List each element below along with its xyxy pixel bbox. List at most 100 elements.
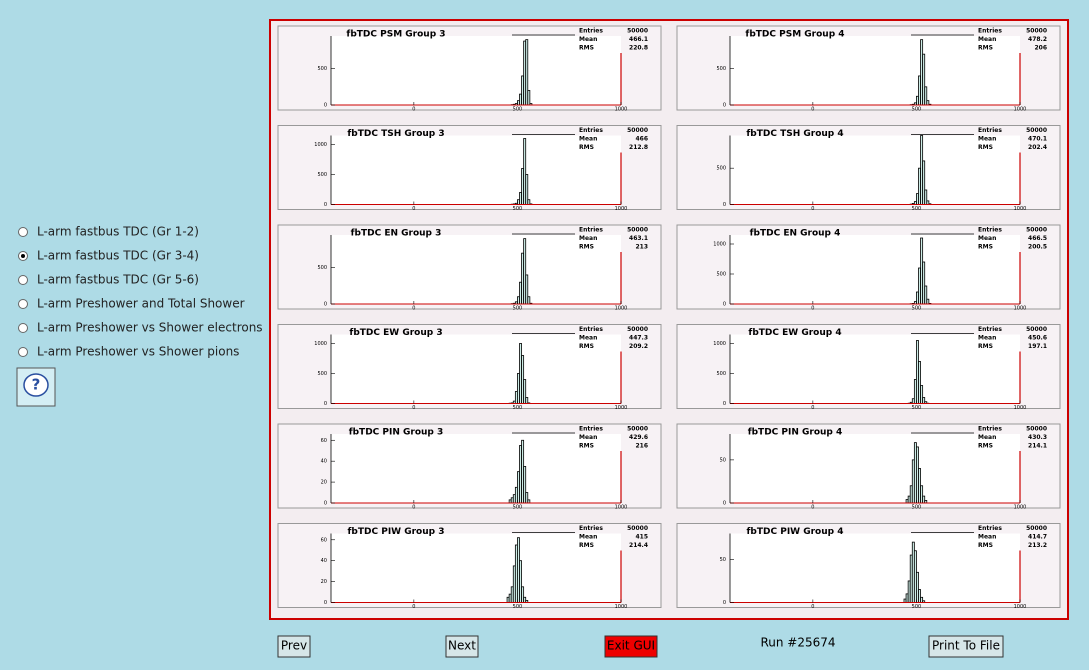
- stats-value: 220.8: [629, 45, 648, 52]
- radio-option[interactable]: L-arm fastbus TDC (Gr 5-6): [18, 273, 199, 287]
- x-tick-label: 1000: [1014, 306, 1027, 312]
- plot-area: [730, 434, 1020, 503]
- radio[interactable]: [18, 275, 28, 285]
- radio[interactable]: [18, 347, 28, 357]
- radio-option[interactable]: L-arm fastbus TDC (Gr 3-4): [18, 249, 199, 263]
- x-tick-label: 500: [912, 505, 922, 511]
- stats-value: 450.6: [1028, 335, 1047, 342]
- histogram-panel: 0 500 1000 0 500 fbTDC TSH Group 4 Entries 5000…: [676, 125, 1061, 212]
- y-tick-label: 0: [324, 202, 327, 208]
- x-tick-label: 500: [912, 604, 922, 610]
- stats-label: RMS: [579, 244, 594, 251]
- stats-label: Entries: [579, 227, 603, 234]
- option-label: L-arm fastbus TDC (Gr 3-4): [37, 249, 199, 263]
- button-frame[interactable]: [445, 635, 479, 658]
- button-frame[interactable]: [604, 635, 658, 658]
- radio-option[interactable]: L-arm Preshower vs Shower electrons: [18, 321, 263, 335]
- x-tick-label: 500: [912, 206, 922, 212]
- stats-value: 212.8: [629, 144, 648, 151]
- radio[interactable]: [18, 227, 28, 237]
- y-tick-label: 0: [723, 501, 726, 507]
- radio[interactable]: [18, 299, 28, 309]
- y-tick-label: 0: [324, 302, 327, 308]
- stats-label: Entries: [978, 227, 1002, 234]
- plot-area: [730, 334, 1020, 404]
- plot-area: [730, 36, 1020, 105]
- stats-value: 216: [635, 443, 648, 450]
- stats-value: 466.5: [1028, 235, 1047, 242]
- panel-title: fbTDC PSM Group 3: [346, 30, 445, 40]
- radio-option[interactable]: L-arm Preshower vs Shower pions: [18, 345, 240, 359]
- exit-button[interactable]: Exit GUI: [604, 635, 658, 658]
- stats-value: 447.3: [629, 335, 648, 342]
- stats-value: 50000: [627, 28, 648, 35]
- help-button[interactable]: ?: [16, 367, 56, 407]
- histogram-panel: 0 500 1000 0 500 1000 fbTDC EW Group 3 Entries 5…: [277, 324, 662, 411]
- x-tick-label: 0: [412, 306, 415, 312]
- button-frame[interactable]: [928, 635, 1004, 658]
- x-tick-label: 0: [412, 505, 415, 511]
- stats-value: 214.4: [629, 542, 648, 549]
- stats-label: Mean: [978, 136, 996, 143]
- stats-value: 429.6: [629, 434, 648, 441]
- stats-value: 197.1: [1028, 343, 1047, 350]
- panel-title: fbTDC PIW Group 4: [747, 527, 844, 537]
- y-tick-label: 1000: [713, 341, 726, 347]
- x-tick-label: 1000: [615, 306, 628, 312]
- stats-label: RMS: [978, 45, 993, 52]
- y-tick-label: 500: [317, 371, 327, 377]
- plot-area: [730, 235, 1020, 304]
- stats-value: 466.1: [629, 36, 648, 43]
- y-tick-label: 40: [321, 558, 327, 564]
- stats-label: RMS: [978, 343, 993, 350]
- stats-label: Entries: [579, 326, 603, 333]
- button-frame[interactable]: [277, 635, 311, 658]
- x-tick-label: 1000: [1014, 107, 1027, 113]
- button-label: Print To File: [932, 639, 1000, 653]
- y-tick-label: 20: [321, 480, 327, 486]
- y-tick-label: 50: [720, 457, 726, 463]
- option-label: L-arm fastbus TDC (Gr 5-6): [37, 273, 199, 287]
- prev-button[interactable]: Prev: [277, 635, 311, 658]
- y-tick-label: 0: [723, 302, 726, 308]
- histogram-panel: 0 500 1000 0 500 fbTDC PSM Group 4 Entries 5000…: [676, 25, 1061, 113]
- print-button[interactable]: Print To File: [928, 635, 1004, 658]
- stats-value: 209.2: [629, 343, 648, 350]
- next-button[interactable]: Next: [445, 635, 479, 658]
- histogram-panel: 0 500 1000 0 50 fbTDC PIN Group 4 Entries 50000…: [676, 423, 1061, 511]
- radio-option[interactable]: L-arm Preshower and Total Shower: [18, 297, 245, 311]
- stats-label: RMS: [579, 443, 594, 450]
- stats-label: Entries: [978, 326, 1002, 333]
- histogram-panel: 0 500 1000 0 500 1000 fbTDC EN Group 4 Entries 5…: [676, 224, 1061, 312]
- stats-label: Mean: [579, 36, 597, 43]
- plot-area: [331, 135, 621, 205]
- button-label: Exit GUI: [607, 639, 655, 653]
- stats-label: Mean: [978, 434, 996, 441]
- x-tick-label: 1000: [1014, 604, 1027, 610]
- x-tick-label: 500: [912, 306, 922, 312]
- option-label: L-arm Preshower and Total Shower: [37, 297, 245, 311]
- stats-value: 430.3: [1028, 434, 1047, 441]
- radio[interactable]: [18, 323, 28, 333]
- stats-value: 202.4: [1028, 144, 1047, 151]
- y-tick-label: 0: [723, 202, 726, 208]
- button-label: Next: [448, 639, 476, 653]
- panel-title: fbTDC EN Group 3: [351, 229, 442, 239]
- options: L-arm fastbus TDC (Gr 1-2) L-arm fastbus …: [18, 225, 263, 359]
- y-tick-label: 1000: [713, 242, 726, 248]
- x-tick-label: 0: [811, 306, 814, 312]
- stats-label: Mean: [978, 534, 996, 541]
- stats-value: 414.7: [1028, 534, 1047, 541]
- stats-label: Entries: [978, 28, 1002, 35]
- radio-option[interactable]: L-arm fastbus TDC (Gr 1-2): [18, 225, 199, 239]
- x-tick-label: 0: [811, 206, 814, 212]
- x-tick-label: 0: [811, 405, 814, 411]
- histogram-panel: 0 500 1000 0 500 1000 fbTDC TSH Group 3 Entries…: [277, 125, 662, 212]
- histogram-panel: 0 500 1000 0 20 40 60 fbTDC PIN Group 3 Entries 5…: [277, 423, 662, 511]
- stats-label: Entries: [579, 525, 603, 532]
- run-number: Run #25674: [760, 636, 835, 650]
- panel-title: fbTDC EW Group 4: [748, 328, 841, 338]
- x-tick-label: 500: [513, 206, 523, 212]
- panel-title: fbTDC PIN Group 3: [349, 428, 444, 438]
